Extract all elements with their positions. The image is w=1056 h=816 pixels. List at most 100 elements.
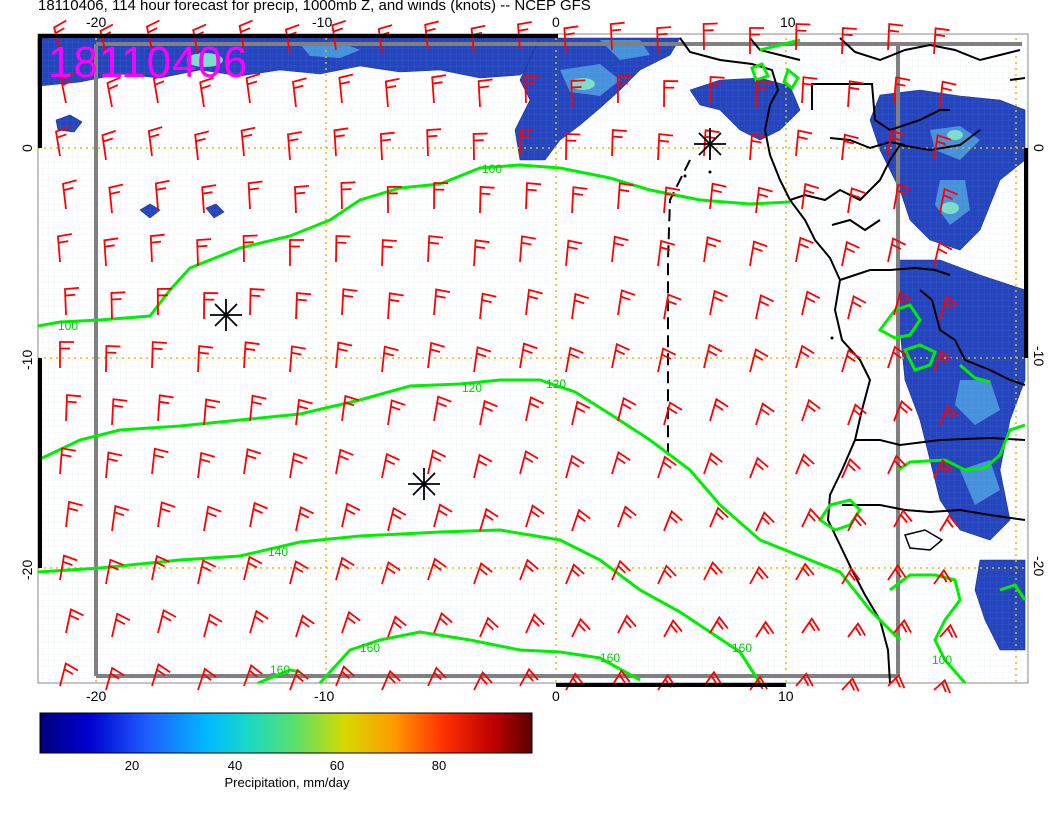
contour-label: 140 (268, 545, 288, 559)
wind-barb (755, 80, 772, 108)
wind-barb (801, 182, 820, 210)
wind-barb (893, 508, 913, 528)
wind-barb (249, 609, 269, 634)
wind-barb (657, 347, 677, 373)
wind-barb (111, 612, 131, 638)
wind-barb (703, 452, 723, 475)
contour-label: 100 (58, 319, 78, 333)
wind-barb (570, 79, 586, 108)
wind-barb (240, 126, 256, 157)
wind-barb (801, 398, 821, 422)
wind-barb (801, 507, 821, 528)
wind-barb (249, 394, 267, 422)
wind-barb (933, 134, 952, 161)
bottom-lon-tick: -10 (314, 688, 334, 704)
bottom-lon-tick: 10 (778, 688, 794, 704)
wind-barb (289, 345, 306, 373)
wind-barb (709, 182, 727, 210)
wind-barb (933, 678, 951, 694)
wind-barbs (53, 19, 959, 694)
wind-barb (939, 623, 958, 639)
wind-barb (795, 672, 814, 687)
wind-barb (65, 394, 82, 422)
wind-barb (617, 505, 637, 528)
wind-barb (197, 345, 214, 373)
wind-barb (479, 507, 499, 532)
wind-barb (335, 665, 355, 687)
contour-label: 100 (482, 162, 502, 176)
wind-barb (289, 452, 308, 479)
wind-barb (519, 129, 534, 156)
wind-barb (197, 559, 217, 585)
wind-barb (149, 233, 165, 263)
wind-barb (473, 453, 493, 479)
wind-barb (427, 449, 447, 475)
wind-barb (801, 617, 821, 634)
wind-barb (433, 503, 453, 528)
wind-barb (54, 125, 70, 157)
wind-barb (473, 346, 492, 373)
wind-barb (103, 237, 119, 267)
wind-barb (473, 562, 493, 585)
wind-barb (479, 292, 497, 320)
wind-barb (663, 401, 683, 426)
wind-barb (151, 554, 170, 581)
wind-barb (657, 239, 675, 267)
wind-barb (663, 509, 683, 532)
wind-barb (847, 403, 867, 426)
wind-barb (197, 451, 215, 479)
wind-barb (887, 23, 904, 51)
wind-barb (335, 235, 351, 263)
top-lon-tick: -20 (86, 14, 106, 30)
wind-barb (427, 666, 447, 687)
wind-barb (479, 616, 499, 638)
wind-barb (933, 350, 953, 373)
wind-barb (249, 501, 268, 528)
wind-barb (933, 241, 953, 267)
wind-barb (519, 667, 539, 687)
asterisk-marker (408, 468, 440, 500)
wind-barb (847, 187, 866, 214)
wind-barb (292, 77, 307, 108)
wind-barb (755, 402, 775, 426)
wind-barb (755, 620, 775, 638)
wind-barb (145, 19, 160, 51)
wind-barb (847, 621, 866, 638)
wind-barb (331, 20, 346, 51)
wind-barb (887, 673, 906, 689)
wind-barb (893, 76, 911, 104)
axis-bars (38, 34, 1028, 687)
wind-barb (473, 239, 490, 267)
wind-barb (841, 677, 860, 692)
wind-barb (663, 186, 681, 214)
wind-barb (152, 72, 168, 104)
wind-barb (479, 399, 498, 426)
wind-barb (887, 454, 907, 475)
wind-barb (341, 610, 361, 634)
wind-barb (887, 345, 907, 369)
wind-barb (479, 186, 495, 214)
wind-barb (426, 128, 442, 157)
wind-barb (341, 502, 361, 528)
wind-barb (519, 235, 536, 263)
wind-barb (565, 239, 583, 267)
wind-barb (841, 27, 857, 55)
wind-barb (65, 608, 84, 634)
wind-barb (749, 240, 768, 267)
domain-box (94, 42, 1022, 678)
wind-barb (749, 133, 766, 161)
wind-barb (887, 563, 907, 581)
wind-barb (111, 504, 130, 532)
wind-barb (795, 562, 815, 581)
wind-barb (611, 559, 631, 581)
colorbar (39, 712, 533, 754)
timezone-line (667, 159, 691, 460)
top-lon-tick: 10 (780, 14, 796, 30)
wind-barb (749, 456, 769, 479)
axis-labels: -20 -10 0 10 -20 -10 0 10 0 -10 -20 0 -1… (19, 14, 1047, 704)
wind-barb (294, 185, 309, 214)
wind-barb (387, 399, 406, 426)
wind-barb (381, 239, 397, 267)
wind-barb (295, 506, 314, 532)
wind-barb (709, 506, 729, 528)
